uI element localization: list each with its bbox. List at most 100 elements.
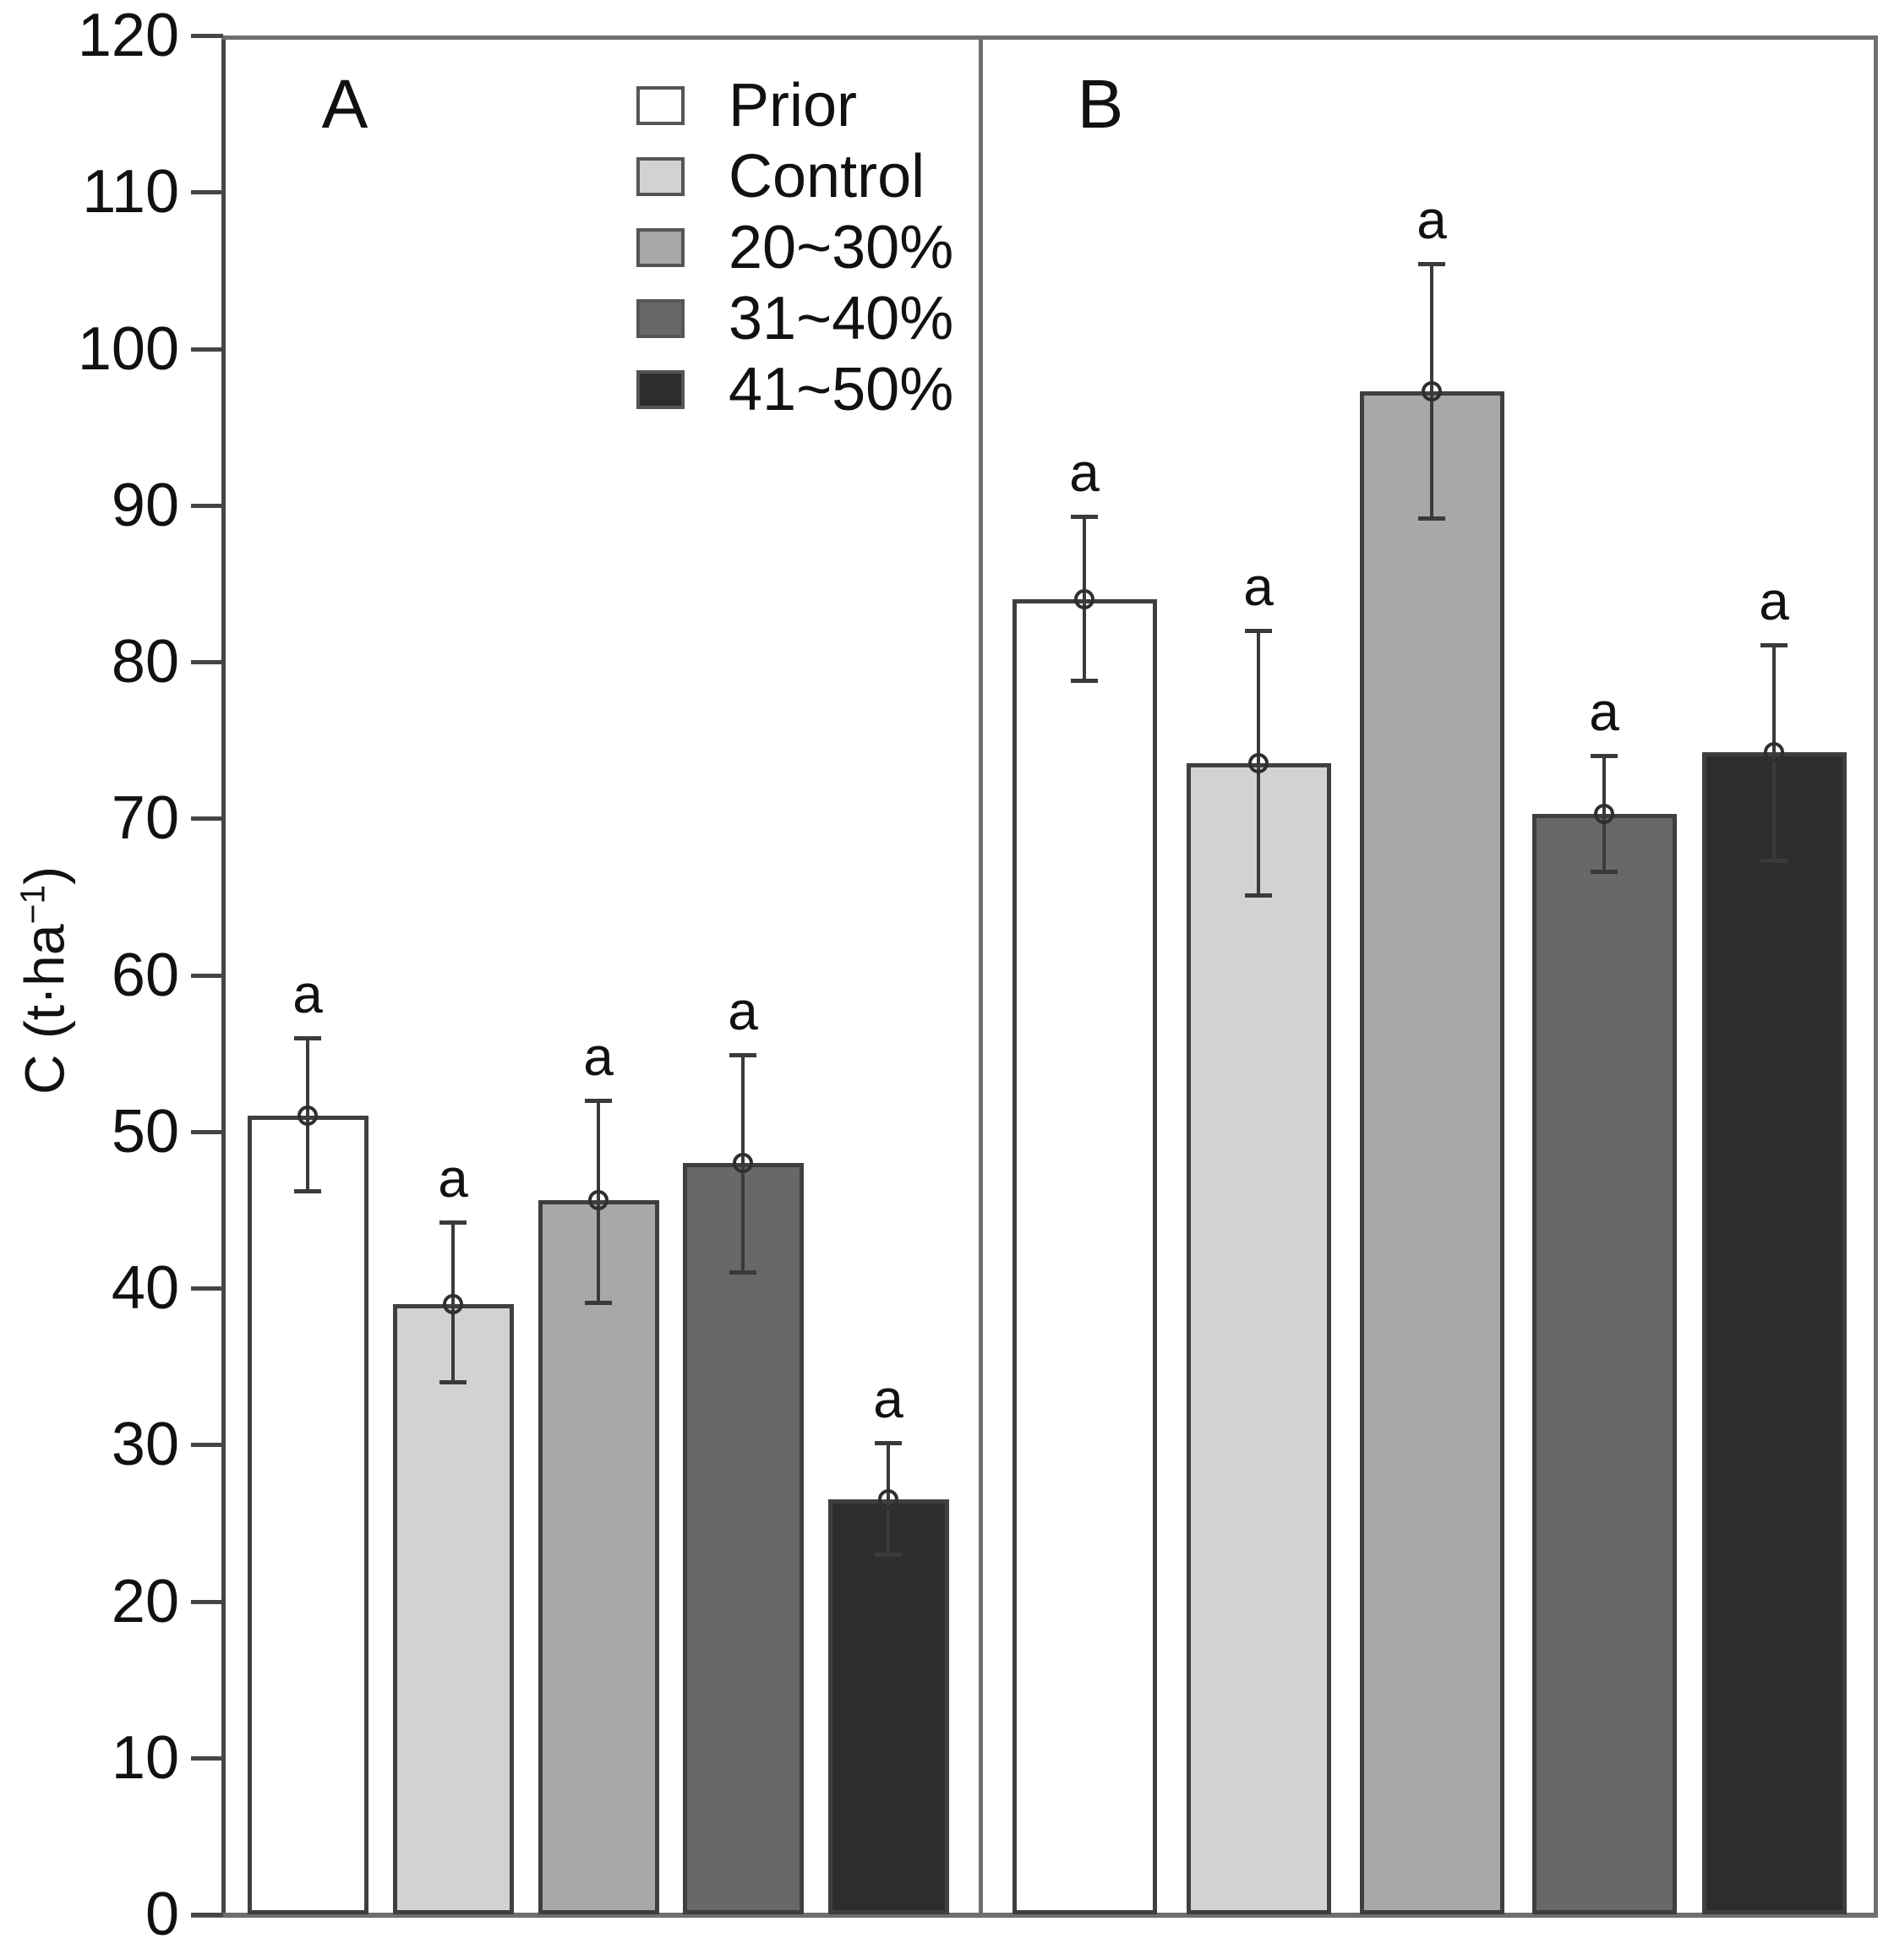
y-tick-label: 90 (111, 471, 179, 539)
significance-letter: a (873, 1368, 903, 1430)
error-bar-cap-bottom (875, 1552, 902, 1557)
significance-letter: a (1243, 555, 1274, 617)
bar-a-4 (682, 1162, 804, 1914)
y-tick-mark (191, 1755, 223, 1761)
mean-marker-circle (443, 1293, 463, 1314)
error-bar-cap-top (875, 1441, 902, 1446)
bar-a-1 (247, 1116, 368, 1914)
significance-letter: a (292, 963, 323, 1024)
legend-item-41-50-: 41~50% (0, 359, 953, 420)
mean-marker-circle (878, 1489, 898, 1510)
error-bar-cap-bottom (1418, 516, 1445, 521)
significance-letter: a (1416, 189, 1447, 251)
x-axis-line (191, 1913, 1878, 1918)
mean-marker-circle (733, 1152, 753, 1173)
y-tick-mark (191, 1913, 223, 1917)
error-bar-cap-bottom (294, 1189, 321, 1194)
y-tick-mark (191, 190, 223, 195)
y-tick-mark (191, 34, 223, 38)
panel-a-label: A (321, 66, 368, 143)
error-bar-cap-top (294, 1035, 321, 1040)
bar-b-4 (1531, 813, 1677, 1914)
bar-a-5 (827, 1499, 949, 1914)
panel-b-label: B (1077, 66, 1124, 143)
legend-swatch (636, 157, 685, 196)
panel-divider-line (979, 35, 983, 1914)
mean-marker-circle (297, 1106, 318, 1127)
significance-letter: a (728, 980, 758, 1041)
y-tick-mark (191, 816, 223, 822)
legend-swatch (636, 370, 685, 409)
significance-letter: a (1589, 681, 1619, 743)
error-bar-cap-bottom (585, 1300, 612, 1305)
y-tick-label: 0 (145, 1881, 179, 1948)
bar-b-2 (1186, 763, 1331, 1914)
error-bar-cap-bottom (439, 1380, 467, 1385)
legend-label: Prior (729, 72, 858, 139)
mean-marker-circle (1248, 753, 1269, 774)
plot-right-border (1874, 35, 1878, 1917)
mean-marker-circle (588, 1190, 609, 1211)
plot-top-border (221, 35, 1878, 40)
y-tick-label: 20 (111, 1567, 179, 1635)
error-bar-cap-bottom (1071, 679, 1098, 684)
error-bar-cap-top (1245, 628, 1272, 633)
error-bar-cap-top (1760, 642, 1788, 647)
y-tick-label: 80 (111, 628, 179, 696)
legend-label: 31~40% (729, 285, 954, 352)
legend-item-control: Control (0, 146, 930, 207)
y-tick-label: 100 (77, 314, 179, 383)
bar-b-3 (1359, 390, 1504, 1914)
error-bar-cap-bottom (1245, 893, 1272, 898)
mean-marker-circle (1422, 380, 1442, 401)
y-tick-label: 110 (82, 158, 179, 227)
y-tick-mark (191, 1443, 223, 1448)
y-tick-mark (191, 1286, 223, 1291)
legend-label: Control (729, 143, 925, 210)
error-bar-cap-top (585, 1098, 612, 1103)
legend-label: 41~50% (729, 356, 954, 423)
significance-letter: a (1759, 570, 1789, 631)
bar-b-5 (1701, 752, 1847, 1914)
legend-swatch (636, 299, 685, 338)
mean-marker-circle (1074, 588, 1094, 609)
significance-letter: a (1069, 441, 1100, 503)
significance-letter: a (438, 1148, 468, 1209)
y-axis-line (221, 35, 226, 1917)
legend-swatch (636, 86, 685, 125)
y-tick-mark (191, 1129, 223, 1134)
error-bar-cap-top (1071, 514, 1098, 519)
error-bar-cap-top (1591, 754, 1618, 759)
error-bar-cap-bottom (1760, 859, 1788, 864)
legend-item-prior: Prior (0, 75, 930, 136)
error-bar-cap-top (729, 1052, 756, 1057)
legend-item-31-40-: 31~40% (0, 288, 953, 349)
y-axis-title-superscript: −1 (13, 884, 52, 925)
error-bar-cap-top (439, 1220, 467, 1226)
error-bar-cap-bottom (729, 1270, 756, 1275)
y-tick-mark (191, 503, 223, 508)
bar-b-1 (1012, 598, 1157, 1914)
mean-marker-circle (1764, 742, 1784, 763)
legend-item-20-30-: 20~30% (0, 217, 953, 278)
y-tick-label: 120 (77, 2, 179, 69)
y-tick-label: 30 (111, 1411, 179, 1479)
significance-letter: a (583, 1025, 614, 1087)
mean-marker-circle (1594, 803, 1614, 824)
y-tick-mark (191, 660, 223, 664)
bar-a-2 (392, 1303, 514, 1914)
legend-swatch (636, 228, 685, 267)
y-axis-title-close: ) (13, 865, 76, 885)
y-tick-label: 60 (111, 941, 179, 1009)
y-tick-label: 50 (111, 1097, 179, 1166)
error-bar-cap-bottom (1591, 870, 1618, 875)
y-tick-label: 10 (111, 1723, 179, 1792)
y-tick-mark (191, 973, 223, 978)
error-bar-cap-top (1418, 262, 1445, 267)
y-tick-label: 70 (111, 784, 179, 853)
y-tick-label: 40 (111, 1254, 179, 1322)
y-tick-mark (191, 347, 223, 352)
legend-label: 20~30% (729, 214, 954, 281)
bar-a-3 (538, 1200, 659, 1914)
